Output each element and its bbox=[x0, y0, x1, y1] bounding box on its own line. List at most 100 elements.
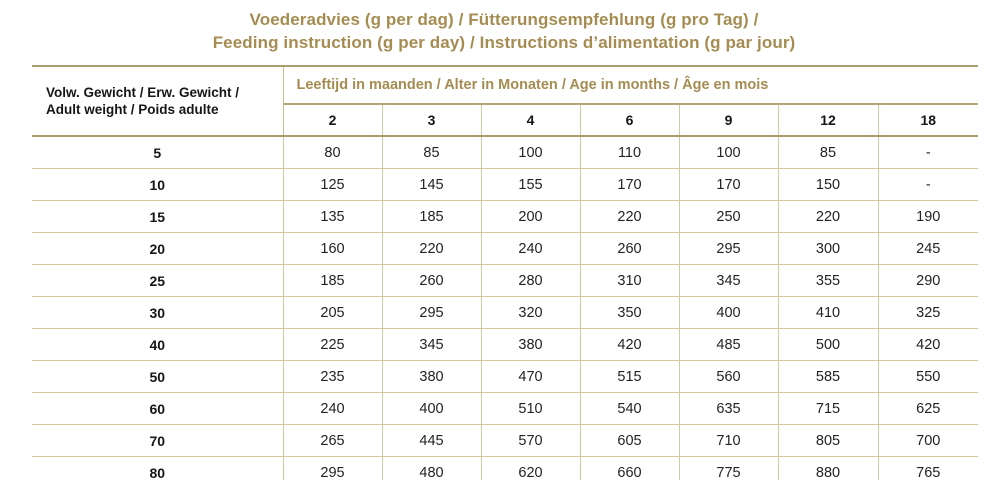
title-line-1: Voederadvies (g per dag) / Fütterungsemp… bbox=[249, 10, 759, 29]
value-cell: 110 bbox=[579, 136, 679, 169]
value-cell: 805 bbox=[777, 424, 878, 457]
value-cell: 510 bbox=[480, 392, 580, 425]
age-column-18: 18 bbox=[877, 104, 979, 137]
value-cell: 350 bbox=[579, 296, 679, 329]
value-cell: 100 bbox=[678, 136, 778, 169]
value-cell: 170 bbox=[579, 168, 679, 201]
age-in-months-header-cell: Leeftijd in maanden / Alter in Monaten /… bbox=[283, 66, 979, 105]
value-cell: 625 bbox=[877, 392, 979, 425]
age-column-2: 2 bbox=[282, 104, 382, 137]
table-row-weight-25: 25 185 260 280 310 345 355 290 bbox=[32, 264, 979, 297]
table-row-weight-70: 70 265 445 570 605 710 805 700 bbox=[32, 424, 979, 457]
value-cell: 300 bbox=[777, 232, 878, 265]
value-cell: 480 bbox=[381, 456, 481, 480]
value-cell: 880 bbox=[777, 456, 878, 480]
value-cell: 220 bbox=[579, 200, 679, 233]
adult-weight-header-line-2: Adult weight / Poids adulte bbox=[46, 102, 219, 117]
value-cell: 660 bbox=[579, 456, 679, 480]
value-cell: 540 bbox=[579, 392, 679, 425]
value-cell: 125 bbox=[282, 168, 382, 201]
value-cell: 220 bbox=[777, 200, 878, 233]
table-row-weight-20: 20 160 220 240 260 295 300 245 bbox=[32, 232, 979, 265]
value-cell: 310 bbox=[579, 264, 679, 297]
value-cell: 775 bbox=[678, 456, 778, 480]
weight-cell: 20 bbox=[32, 232, 284, 265]
weight-cell: 25 bbox=[32, 264, 284, 297]
value-cell: 245 bbox=[877, 232, 979, 265]
table-row-weight-5: 5 80 85 100 110 100 85 - bbox=[32, 136, 979, 169]
value-cell: 420 bbox=[579, 328, 679, 361]
value-cell: 570 bbox=[480, 424, 580, 457]
weight-cell: 50 bbox=[32, 360, 284, 393]
age-column-3: 3 bbox=[381, 104, 481, 137]
value-cell: 605 bbox=[579, 424, 679, 457]
age-column-4: 4 bbox=[480, 104, 580, 137]
value-cell: 295 bbox=[282, 456, 382, 480]
value-cell: 185 bbox=[282, 264, 382, 297]
value-cell: 280 bbox=[480, 264, 580, 297]
value-cell: 240 bbox=[282, 392, 382, 425]
feeding-table: Volw. Gewicht / Erw. Gewicht / Adult wei… bbox=[32, 65, 979, 480]
value-cell: 100 bbox=[480, 136, 580, 169]
value-cell: 550 bbox=[877, 360, 979, 393]
value-cell: 345 bbox=[381, 328, 481, 361]
value-cell: 170 bbox=[678, 168, 778, 201]
value-cell: 260 bbox=[579, 232, 679, 265]
value-cell: 560 bbox=[678, 360, 778, 393]
weight-cell: 60 bbox=[32, 392, 284, 425]
age-column-12: 12 bbox=[777, 104, 878, 137]
value-cell: 150 bbox=[777, 168, 878, 201]
age-columns-row: 2 3 4 6 9 12 18 bbox=[32, 104, 979, 137]
value-cell: 710 bbox=[678, 424, 778, 457]
table-row-weight-40: 40 225 345 380 420 485 500 420 bbox=[32, 328, 979, 361]
table-row-weight-60: 60 240 400 510 540 635 715 625 bbox=[32, 392, 979, 425]
age-column-6: 6 bbox=[579, 104, 679, 137]
value-cell: 260 bbox=[381, 264, 481, 297]
value-cell: 325 bbox=[877, 296, 979, 329]
value-cell: 200 bbox=[480, 200, 580, 233]
value-cell: 765 bbox=[877, 456, 979, 480]
value-cell: 190 bbox=[877, 200, 979, 233]
header-row-top: Volw. Gewicht / Erw. Gewicht / Adult wei… bbox=[32, 66, 979, 137]
value-cell: 265 bbox=[282, 424, 382, 457]
value-cell: 380 bbox=[480, 328, 580, 361]
page-title: Voederadvies (g per dag) / Fütterungsemp… bbox=[0, 8, 1008, 54]
value-cell: - bbox=[877, 168, 979, 201]
weight-cell: 15 bbox=[32, 200, 284, 233]
value-cell: 445 bbox=[381, 424, 481, 457]
value-cell: 500 bbox=[777, 328, 878, 361]
value-cell: 235 bbox=[282, 360, 382, 393]
table-row-weight-80: 80 295 480 620 660 775 880 765 bbox=[32, 456, 979, 480]
value-cell: 85 bbox=[381, 136, 481, 169]
value-cell: 515 bbox=[579, 360, 679, 393]
weight-cell: 80 bbox=[32, 456, 284, 480]
weight-cell: 5 bbox=[32, 136, 284, 169]
value-cell: 410 bbox=[777, 296, 878, 329]
value-cell: 320 bbox=[480, 296, 580, 329]
value-cell: 185 bbox=[381, 200, 481, 233]
value-cell: 240 bbox=[480, 232, 580, 265]
value-cell: 470 bbox=[480, 360, 580, 393]
weight-cell: 70 bbox=[32, 424, 284, 457]
value-cell: - bbox=[877, 136, 979, 169]
adult-weight-header-line-1: Volw. Gewicht / Erw. Gewicht / bbox=[46, 85, 240, 100]
value-cell: 220 bbox=[381, 232, 481, 265]
value-cell: 135 bbox=[282, 200, 382, 233]
value-cell: 345 bbox=[678, 264, 778, 297]
value-cell: 85 bbox=[777, 136, 878, 169]
value-cell: 295 bbox=[678, 232, 778, 265]
value-cell: 290 bbox=[877, 264, 979, 297]
value-cell: 205 bbox=[282, 296, 382, 329]
weight-cell: 40 bbox=[32, 328, 284, 361]
table-row-weight-50: 50 235 380 470 515 560 585 550 bbox=[32, 360, 979, 393]
weight-cell: 30 bbox=[32, 296, 284, 329]
value-cell: 160 bbox=[282, 232, 382, 265]
value-cell: 400 bbox=[381, 392, 481, 425]
value-cell: 355 bbox=[777, 264, 878, 297]
value-cell: 585 bbox=[777, 360, 878, 393]
table-row-weight-10: 10 125 145 155 170 170 150 - bbox=[32, 168, 979, 201]
age-column-9: 9 bbox=[678, 104, 778, 137]
weight-cell: 10 bbox=[32, 168, 284, 201]
value-cell: 250 bbox=[678, 200, 778, 233]
